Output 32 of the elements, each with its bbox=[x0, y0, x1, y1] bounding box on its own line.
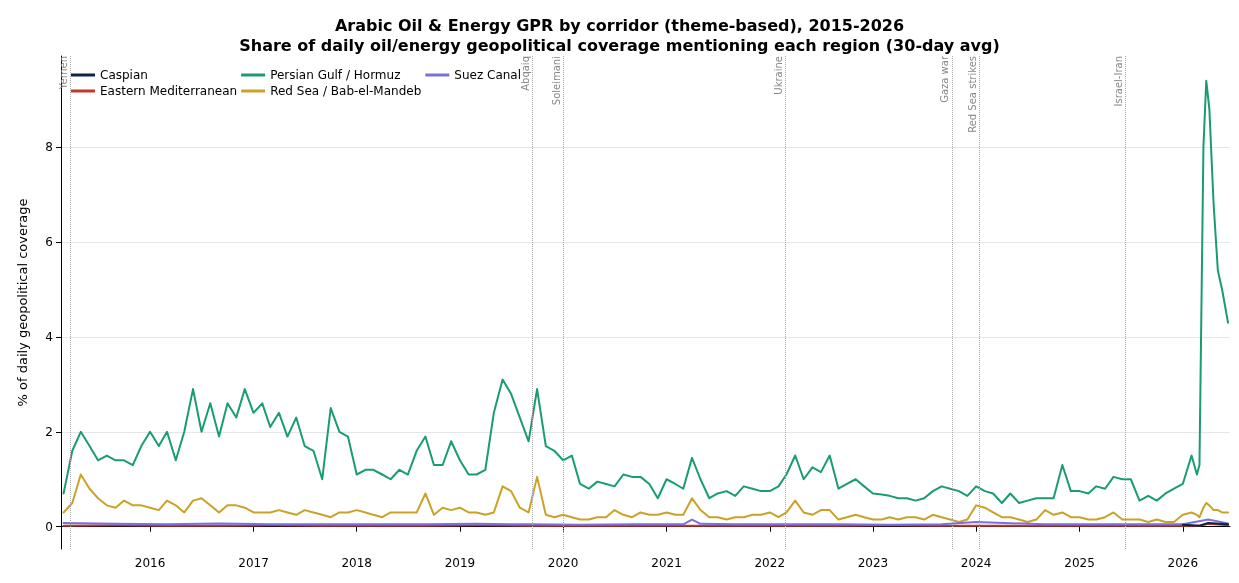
legend-label: Persian Gulf / Hormuz bbox=[270, 68, 401, 82]
ref-line-label: Yemen bbox=[58, 56, 70, 91]
x-tick-label: 2019 bbox=[444, 556, 476, 570]
legend-label: Suez Canal bbox=[454, 68, 522, 82]
chart-title: Arabic Oil & Energy GPR by corridor (theme-based), 2015-2026 bbox=[334, 15, 905, 35]
line-series bbox=[62, 473, 1230, 523]
y-axis-title: % of daily geopolitical coverage bbox=[15, 198, 30, 407]
ref-line-label: Red Sea strikes bbox=[966, 56, 978, 133]
x-tick-label: 2026 bbox=[1167, 556, 1199, 570]
ref-line-label: Gaza war bbox=[939, 55, 951, 103]
x-tick-label: 2017 bbox=[238, 556, 269, 570]
ref-line-label: Israel-Iran bbox=[1113, 56, 1125, 107]
y-tick-label: 0 bbox=[45, 519, 53, 534]
x-tick-label: 2022 bbox=[754, 556, 786, 570]
x-tick-label: 2021 bbox=[651, 556, 682, 570]
x-tick-label: 2024 bbox=[960, 556, 992, 570]
legend-label: Red Sea / Bab-el-Mandeb bbox=[270, 84, 422, 98]
x-tick-label: 2023 bbox=[857, 556, 889, 570]
x-tick-label: 2020 bbox=[547, 556, 579, 570]
x-tick-label: 2018 bbox=[341, 556, 372, 570]
y-tick-label: 8 bbox=[45, 140, 53, 155]
y-tick-label: 6 bbox=[45, 235, 53, 249]
y-tick-label: 4 bbox=[45, 329, 53, 344]
legend-label: Caspian bbox=[100, 68, 148, 82]
x-tick-label: 2025 bbox=[1064, 556, 1095, 570]
ref-line-label: Soleimani bbox=[551, 56, 563, 106]
y-tick-label: 2 bbox=[45, 424, 53, 439]
legend-label: Eastern Mediterranean bbox=[100, 84, 238, 98]
ref-line-label: Abqaiq bbox=[519, 56, 531, 91]
ref-line-label: Ukraine bbox=[772, 56, 784, 95]
x-tick-label: 2016 bbox=[134, 556, 166, 570]
chart-subtitle: Share of daily oil/energy geopolitical coverage mentioning each region (30-day avg) bbox=[239, 35, 1000, 55]
